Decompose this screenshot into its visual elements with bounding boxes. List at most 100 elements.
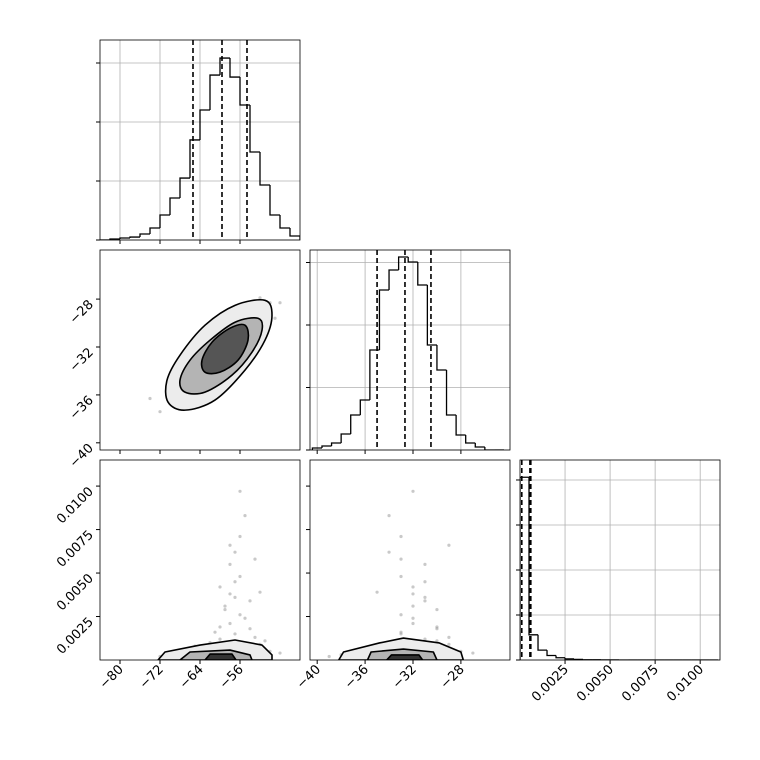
y-tick-label: −40 xyxy=(67,441,97,471)
hist-bin xyxy=(311,447,322,450)
hist-bin xyxy=(269,185,280,216)
x-tick-label: −56 xyxy=(217,662,247,692)
x-tick-label: −36 xyxy=(342,662,372,692)
panel-frame xyxy=(309,249,511,451)
scatter-point xyxy=(423,599,427,603)
hist-bin xyxy=(321,445,332,448)
x-tick-label: −28 xyxy=(438,662,468,692)
scatter-point xyxy=(399,630,403,634)
y-tick-label: 0.0050 xyxy=(54,571,97,614)
hist-bin xyxy=(179,177,190,198)
hist-bin xyxy=(249,105,260,153)
scatter-point xyxy=(258,590,262,594)
scatter-point xyxy=(447,635,451,639)
scatter-point xyxy=(263,639,267,643)
hist-bin xyxy=(417,262,428,286)
hist-bin xyxy=(455,415,466,436)
scatter-point xyxy=(411,621,415,626)
hist-bin xyxy=(199,109,210,140)
hist-bin xyxy=(520,476,530,660)
scatter-point xyxy=(387,514,391,518)
scatter-point xyxy=(228,543,232,547)
hist-bin xyxy=(119,237,130,240)
hist-bin xyxy=(528,477,539,636)
panel: 0.0025 0.0050 0.0075 0.0100 xyxy=(516,459,721,705)
hist-bin xyxy=(436,345,447,371)
scatter-point xyxy=(223,607,227,612)
scatter-point xyxy=(253,557,257,561)
hist-bin xyxy=(259,151,270,186)
scatter-point xyxy=(238,574,242,579)
scatter-point xyxy=(158,410,162,414)
hist-bin xyxy=(159,214,170,228)
scatter-point xyxy=(233,550,237,554)
x-tick-label: 0.0050 xyxy=(574,662,617,705)
x-tick-label: −32 xyxy=(390,662,420,692)
scatter-point xyxy=(387,550,391,554)
hist-bin xyxy=(359,399,370,415)
scatter-point xyxy=(223,604,227,608)
hist-bin xyxy=(340,433,351,443)
x-tick-label: 0.0100 xyxy=(664,662,707,705)
plot-area xyxy=(311,250,505,450)
scatter-point xyxy=(253,635,257,639)
contour xyxy=(385,654,424,660)
panel-frame xyxy=(309,459,511,661)
scatter-point xyxy=(243,616,247,620)
hist-bin xyxy=(209,74,220,110)
scatter-point xyxy=(278,301,282,305)
hist-bin xyxy=(426,285,437,346)
scatter-point xyxy=(399,557,403,561)
scatter-point xyxy=(148,396,152,401)
hist-bin xyxy=(279,214,290,229)
hist-bin xyxy=(169,197,180,215)
scatter-point xyxy=(411,585,415,589)
plot-area xyxy=(148,296,282,414)
plot-area xyxy=(157,489,282,660)
hist-bin xyxy=(350,414,361,434)
hist-bin xyxy=(330,442,342,446)
scatter-point xyxy=(447,543,451,547)
scatter-point xyxy=(399,613,403,617)
hist-bin xyxy=(474,443,485,448)
hist-bin xyxy=(388,269,399,290)
scatter-point xyxy=(248,599,252,603)
hist-bin xyxy=(239,77,250,106)
y-tick-label: −32 xyxy=(67,345,97,375)
scatter-point xyxy=(258,296,262,300)
scatter-point xyxy=(233,632,237,636)
hist-bin xyxy=(129,236,140,238)
panel-frame xyxy=(99,459,301,661)
y-tick-label: 0.0075 xyxy=(54,528,97,571)
hist-bin xyxy=(139,233,150,238)
scatter-point xyxy=(238,489,242,493)
hist-bin xyxy=(573,658,584,660)
scatter-point xyxy=(435,625,439,629)
scatter-point xyxy=(411,592,415,596)
x-tick-label: −64 xyxy=(177,662,207,692)
hist-bin xyxy=(555,655,566,659)
x-tick-label: 0.0075 xyxy=(619,662,662,705)
panel-frame xyxy=(99,39,301,241)
panel: −40 −36 −32 −28 xyxy=(67,249,301,471)
x-tick-label: −72 xyxy=(137,662,167,692)
panel xyxy=(96,39,301,244)
scatter-point xyxy=(248,627,252,631)
scatter-point xyxy=(327,654,331,659)
panel: −40 −36 −32 −28 xyxy=(294,459,511,692)
panel-frame xyxy=(519,459,721,661)
scatter-point xyxy=(273,316,277,320)
scatter-point xyxy=(411,604,415,608)
hist-bin xyxy=(369,349,380,400)
scatter-point xyxy=(423,637,427,641)
scatter-point xyxy=(228,562,232,566)
scatter-point xyxy=(243,514,247,518)
scatter-point xyxy=(423,562,427,566)
scatter-point xyxy=(238,534,242,539)
scatter-point xyxy=(233,595,237,599)
hist-bin xyxy=(564,657,575,660)
y-tick-label: 0.0025 xyxy=(54,615,97,658)
scatter-point xyxy=(218,637,222,641)
x-tick-label: 0.0025 xyxy=(529,662,572,705)
